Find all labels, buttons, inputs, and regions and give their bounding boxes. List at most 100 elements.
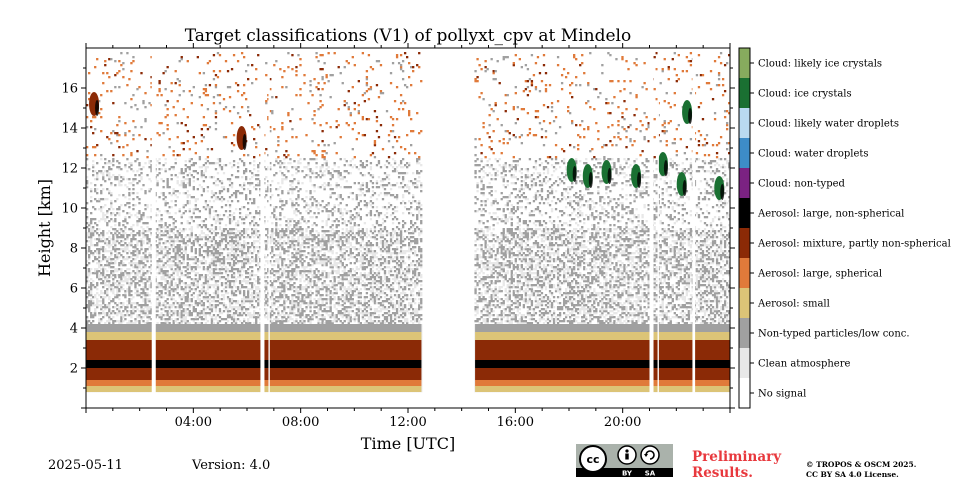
class-cell [194,256,197,259]
class-cell [134,214,137,217]
class-cell [86,184,89,187]
class-cell [114,320,117,323]
class-cell [164,240,167,243]
class-cell [114,270,117,273]
class-cell [130,240,133,243]
class-cell [200,176,204,179]
class-cell [190,226,193,229]
class-cell [200,276,204,279]
class-cell [100,304,103,307]
class-cell [176,230,179,233]
class-cell [146,308,149,311]
class-cell [198,72,202,75]
class-cell [176,310,179,313]
class-cell [140,242,143,245]
class-cell [122,240,125,243]
class-cell [132,188,135,191]
class-cell [150,286,153,289]
class-cell [122,244,125,247]
class-cell [134,258,137,261]
class-cell [106,312,109,315]
class-cell [196,216,199,219]
class-cell [196,304,199,307]
class-cell [204,234,208,237]
class-cell [168,264,171,267]
class-cell [88,258,91,261]
class-cell [134,126,137,129]
class-cell [138,230,141,233]
class-cell [160,270,163,273]
class-cell [212,260,216,263]
class-cell [158,294,161,297]
class-cell [98,320,101,323]
class-cell [86,290,89,293]
class-cell [166,256,169,259]
class-cell [160,282,163,285]
class-cell [132,180,135,183]
class-cell [126,178,129,181]
class-cell [220,276,224,279]
class-cell [138,304,141,307]
class-cell [182,256,185,259]
class-cell [156,174,159,177]
class-cell [128,302,131,305]
class-cell [158,300,161,303]
class-cell [216,268,220,271]
class-cell [128,194,131,197]
class-cell [138,294,141,297]
class-cell [188,210,191,213]
class-cell [140,256,143,259]
class-cell [144,296,147,299]
class-cell [130,262,133,265]
class-cell [118,298,121,301]
class-cell [110,276,113,279]
class-cell [112,154,115,157]
class-cell [102,214,105,217]
class-cell [170,194,173,197]
class-cell [130,304,133,307]
class-cell [122,230,125,233]
class-cell [158,264,161,267]
class-cell [142,298,145,301]
class-cell [108,176,111,179]
class-cell [156,246,159,249]
class-cell [184,246,187,249]
class-cell [210,306,214,309]
class-cell [156,252,159,255]
class-cell [140,172,143,175]
class-cell [146,238,149,241]
class-cell [120,204,123,207]
class-cell [180,238,183,241]
class-cell [150,310,153,313]
class-cell [220,242,224,245]
class-cell [210,284,214,287]
class-cell [104,274,107,277]
class-cell [124,216,127,219]
class-cell [106,210,109,213]
class-cell [150,188,153,191]
class-cell [104,240,107,243]
class-cell [216,320,220,323]
class-cell [108,318,111,321]
class-cell [94,184,97,187]
class-cell [168,260,171,263]
class-cell [104,258,107,261]
class-cell [120,318,123,321]
class-cell [166,178,169,181]
class-cell [148,298,151,301]
class-cell [86,146,89,149]
class-cell [218,158,222,161]
class-cell [200,134,204,137]
class-cell [106,306,109,309]
class-cell [188,208,191,211]
class-cell [104,278,107,281]
class-cell [130,294,133,297]
class-cell [186,174,189,177]
class-cell [172,286,175,289]
class-cell [86,232,89,235]
class-cell [196,198,199,201]
class-cell [204,84,208,87]
class-cell [220,272,224,275]
class-cell [178,304,181,307]
class-cell [172,290,175,293]
